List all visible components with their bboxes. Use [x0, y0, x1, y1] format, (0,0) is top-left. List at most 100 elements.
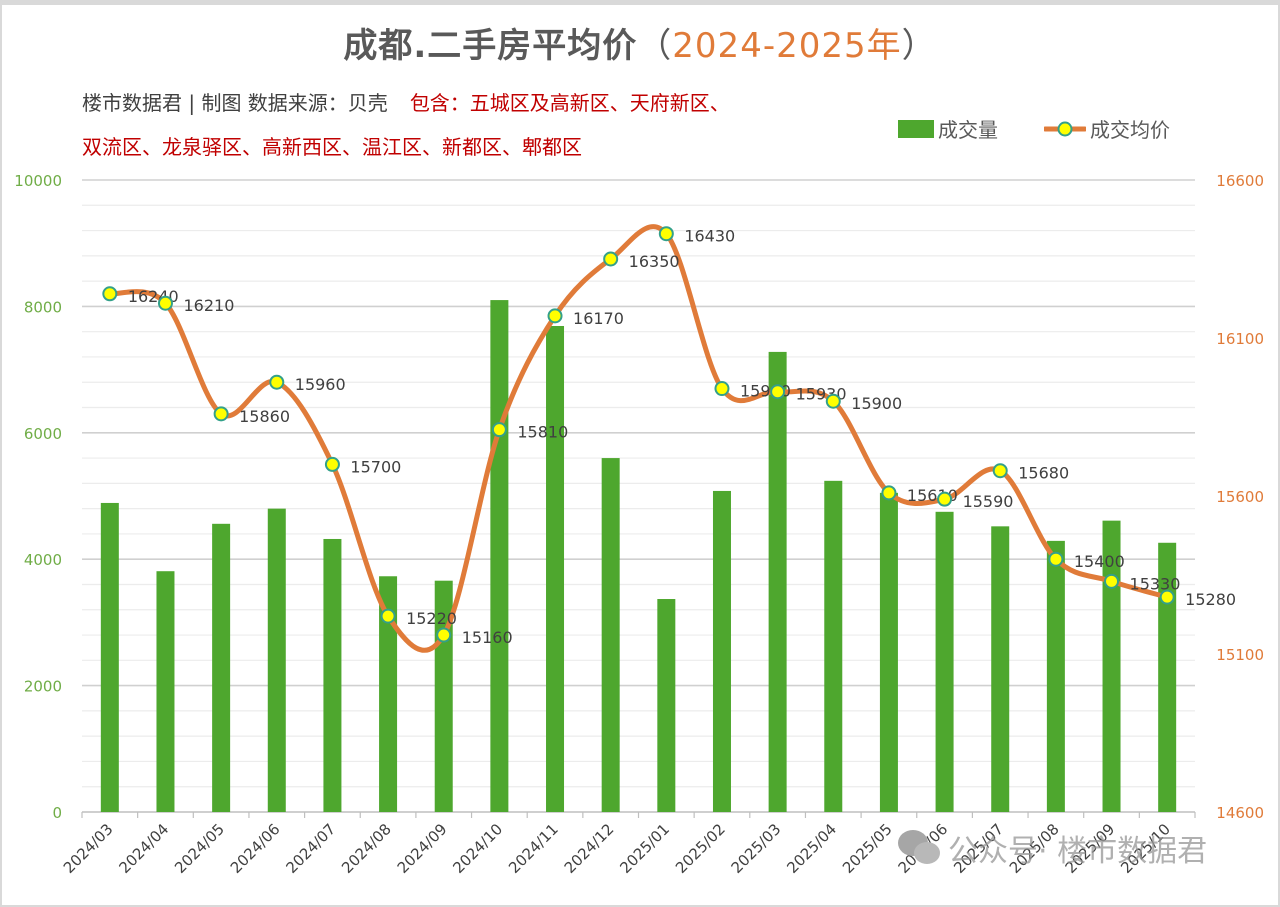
- bar: [267, 508, 286, 812]
- credit-text: 楼市数据君 | 制图 数据来源：贝壳: [82, 91, 388, 115]
- data-label: 15960: [295, 375, 346, 394]
- x-tick-label: 2024/07: [282, 820, 339, 877]
- data-label: 15700: [350, 457, 401, 476]
- bar: [546, 325, 565, 812]
- bar: [379, 576, 398, 812]
- data-label: 15280: [1185, 590, 1236, 609]
- bar: [935, 511, 954, 812]
- line-marker: [1104, 573, 1120, 589]
- data-label: 16170: [573, 309, 624, 328]
- watermark: 公众号· 楼市数据君: [898, 826, 1207, 870]
- line-marker: [380, 608, 396, 624]
- line-marker: [269, 374, 285, 390]
- x-tick-label: 2024/04: [116, 820, 173, 877]
- line-marker: [1159, 589, 1175, 605]
- bar: [156, 571, 175, 812]
- left-axis-label: 2000: [24, 678, 62, 696]
- left-axis-label: 4000: [24, 551, 62, 569]
- line-marker: [157, 295, 173, 311]
- watermark-text: 公众号· 楼市数据君: [948, 834, 1208, 869]
- right-axis-label: 15100: [1216, 646, 1264, 664]
- x-tick-label: 2024/03: [60, 820, 117, 877]
- x-tick-label: 2025/05: [839, 820, 896, 877]
- legend-item-volume: 成交量: [898, 114, 998, 143]
- bar: [657, 599, 676, 812]
- line-marker: [436, 627, 452, 643]
- data-label: 16210: [183, 296, 234, 315]
- chart-title: 成都.二手房平均价（2024-2025年）: [0, 18, 1280, 67]
- legend: 成交量 成交均价: [898, 114, 1216, 143]
- bar: [1046, 540, 1065, 812]
- line-marker: [992, 463, 1008, 479]
- bar-series: [100, 300, 1177, 812]
- bar: [601, 458, 620, 812]
- line-series: 16240 16210158601596015700152201516015810…: [102, 224, 1236, 653]
- bar: [1102, 520, 1121, 812]
- legend-label-price: 成交均价: [1090, 118, 1170, 142]
- data-label: 15590: [963, 492, 1014, 511]
- data-label: 16350: [629, 252, 680, 271]
- right-axis-label: 14600: [1216, 804, 1264, 822]
- line-marker: [825, 393, 841, 409]
- title-paren-close: ）: [901, 26, 937, 66]
- line-marker: [603, 251, 619, 267]
- right-axis-label: 16100: [1216, 330, 1264, 348]
- bar: [824, 480, 843, 812]
- line-marker: [213, 406, 229, 422]
- bar: [712, 490, 731, 812]
- x-tick-label: 2025/03: [728, 820, 785, 877]
- x-tick-label: 2024/06: [227, 820, 284, 877]
- includes-text-2: 双流区、龙泉驿区、高新西区、温江区、新都区、郫都区: [82, 135, 582, 159]
- right-axis-label: 16600: [1216, 172, 1264, 190]
- bar: [879, 492, 898, 812]
- bar: [212, 523, 231, 812]
- bar-swatch-icon: [898, 119, 934, 138]
- title-main: 成都.二手房平均价: [343, 26, 638, 66]
- data-label: 15220: [406, 609, 457, 628]
- bar: [1158, 542, 1177, 812]
- x-tick-label: 2025/04: [783, 820, 840, 877]
- line-marker: [547, 308, 563, 324]
- x-tick-label: 2024/11: [505, 820, 562, 877]
- subtitle-line-1: 楼市数据君 | 制图 数据来源：贝壳 包含：五城区及高新区、天府新区、: [82, 87, 730, 116]
- gridlines: [82, 179, 1195, 788]
- left-axis-label: 6000: [24, 425, 62, 443]
- x-tick-label: 2024/12: [561, 820, 618, 877]
- bar: [323, 538, 342, 812]
- data-label: 15810: [517, 423, 568, 442]
- includes-text-1: 包含：五城区及高新区、天府新区、: [409, 91, 730, 115]
- data-label: 15160: [462, 628, 513, 647]
- x-tick-label: 2025/02: [672, 820, 729, 877]
- line-marker-swatch-icon: [1044, 121, 1086, 136]
- line-marker: [881, 485, 897, 501]
- title-paren-open: （: [637, 26, 673, 66]
- left-axis-label: 8000: [24, 298, 62, 316]
- data-label: 15860: [239, 407, 290, 426]
- title-years: 2024-2025年: [672, 26, 902, 66]
- line-marker: [937, 491, 953, 507]
- bar: [490, 300, 509, 812]
- bar: [768, 351, 787, 812]
- line-marker: [658, 226, 674, 242]
- line-marker: [1048, 551, 1064, 567]
- data-label: 15330: [1130, 574, 1181, 593]
- legend-item-price: 成交均价: [1044, 114, 1170, 143]
- left-axis: 0 2000 4000 6000 8000 10000: [14, 172, 62, 822]
- line-marker: [491, 422, 507, 438]
- line-marker: [102, 286, 118, 302]
- x-tick-label: 2024/10: [449, 820, 506, 877]
- right-axis-label: 15600: [1216, 488, 1264, 506]
- line-marker: [714, 381, 730, 397]
- left-axis-label: 0: [52, 804, 62, 822]
- legend-label-volume: 成交量: [938, 118, 998, 142]
- left-axis-label: 10000: [14, 172, 62, 190]
- bar: [991, 526, 1010, 812]
- x-tick-label: 2025/01: [616, 820, 673, 877]
- wechat-icon: [898, 830, 942, 866]
- x-tick-label: 2024/09: [394, 820, 451, 877]
- data-label: 15400: [1074, 552, 1125, 571]
- line-marker: [770, 384, 786, 400]
- data-label: 15680: [1018, 464, 1069, 483]
